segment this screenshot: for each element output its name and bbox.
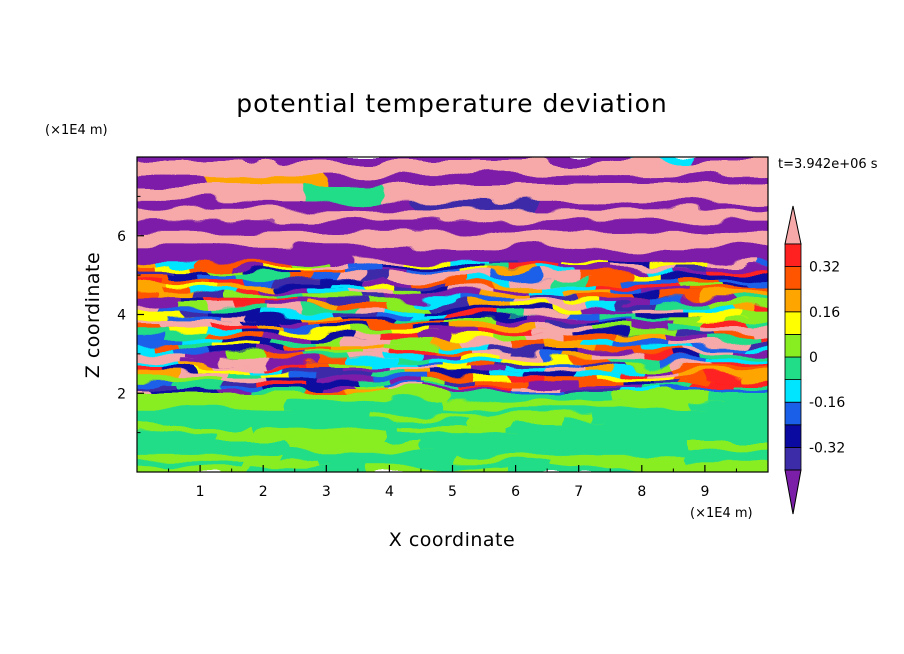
colorbar-segment — [784, 424, 802, 448]
x-tick-label: 3 — [322, 484, 331, 500]
time-label: t=3.942e+06 s — [778, 157, 878, 172]
colorbar-segment — [784, 356, 802, 381]
y-tick-label: 2 — [117, 386, 126, 402]
colorbar-segment — [784, 379, 802, 403]
colorbar-segment — [784, 243, 802, 268]
field-cell — [614, 157, 751, 176]
colorbar-extend-min — [784, 469, 802, 515]
field-cell — [738, 157, 768, 176]
colorbar-extend-max — [784, 205, 802, 245]
field-bands — [137, 157, 768, 472]
x-tick-label: 5 — [448, 484, 457, 500]
colorbar-segment — [784, 401, 802, 426]
colorbar-tick-label: 0.32 — [809, 260, 840, 276]
x-tick-label: 2 — [259, 484, 268, 500]
colorbar-segment — [784, 288, 802, 313]
field-cell — [370, 157, 502, 176]
field-cell — [250, 157, 323, 176]
colorbar-tick-label: 0 — [809, 350, 818, 366]
field-cell — [137, 157, 263, 176]
field-cell — [324, 157, 420, 161]
y-axis-ticks: 2 4 6 — [117, 195, 144, 434]
x-axis-label: X coordinate — [389, 529, 515, 551]
x-tick-label: 6 — [511, 484, 520, 500]
x-axis-unit: (×1E4 m) — [690, 506, 753, 521]
field-cell — [137, 157, 261, 161]
chart-title: potential temperature deviation — [236, 89, 667, 118]
field-cell — [248, 157, 337, 161]
x-axis-ticks: 1 2 3 4 5 6 7 8 9 — [168, 465, 737, 500]
colorbar-segment — [784, 446, 802, 471]
field-cell — [310, 157, 383, 176]
colorbar-segment — [784, 266, 802, 290]
field-cell — [690, 157, 768, 161]
field-cell — [489, 157, 627, 176]
colorbar-tick-label: -0.16 — [809, 395, 845, 411]
y-tick-label: 6 — [117, 229, 126, 245]
plot-field — [137, 157, 768, 472]
colorbar: 0.32 0.16 0 -0.16 -0.32 — [784, 205, 845, 515]
y-axis-unit: (×1E4 m) — [45, 123, 108, 138]
x-tick-label: 4 — [385, 484, 394, 500]
y-tick-label: 4 — [117, 308, 126, 324]
colorbar-tick-label: -0.32 — [809, 440, 845, 456]
colorbar-segment — [784, 333, 802, 358]
x-tick-label: 8 — [637, 484, 646, 500]
y-axis-label: Z coordinate — [82, 252, 104, 378]
field-cell — [522, 157, 648, 161]
field-cell — [407, 157, 535, 161]
field-cell — [635, 157, 703, 161]
x-tick-label: 1 — [196, 484, 205, 500]
x-tick-label: 7 — [574, 484, 583, 500]
x-tick-label: 9 — [700, 484, 709, 500]
colorbar-tick-label: 0.16 — [809, 305, 840, 321]
colorbar-segment — [784, 311, 802, 335]
